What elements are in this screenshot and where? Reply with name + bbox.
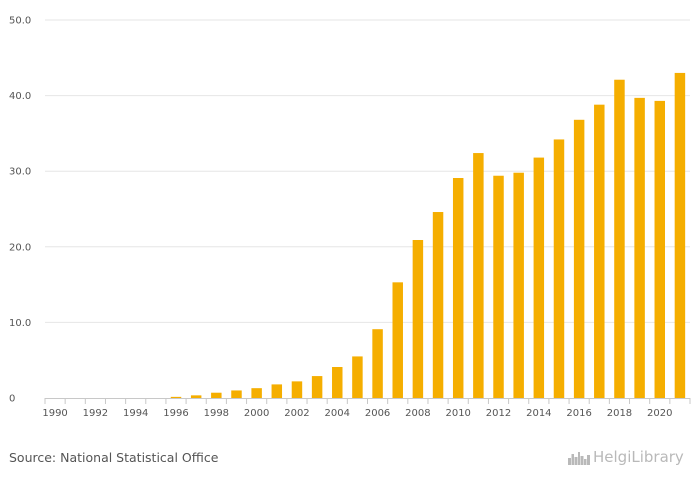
x-tick-label: 1996: [163, 408, 188, 419]
bar-2017[interactable]: [594, 104, 605, 398]
y-tick-label: 40.0: [9, 91, 31, 102]
y-tick-label: 50.0: [9, 16, 31, 27]
x-tick-label: 1998: [204, 408, 229, 419]
bar-2014[interactable]: [533, 157, 545, 398]
x-tick-label: 1994: [123, 408, 148, 419]
bar-1999[interactable]: [231, 390, 242, 398]
x-tick-label: 1992: [83, 408, 108, 419]
bar-2012[interactable]: [493, 175, 504, 398]
y-tick-label: 20.0: [9, 242, 31, 253]
y-tick-label: 30.0: [9, 167, 31, 178]
bar-2005[interactable]: [352, 356, 363, 398]
x-tick-label: 2020: [647, 408, 672, 419]
x-tick-label: 2014: [526, 408, 551, 419]
source-note: Source: National Statistical Office: [9, 450, 219, 465]
bar-2021[interactable]: [674, 72, 686, 399]
y-axis-labels: 0 10.0 20.0 30.0 40.0 50.0: [9, 16, 31, 405]
bar-2016[interactable]: [573, 119, 585, 399]
bar-2020[interactable]: [654, 100, 666, 398]
x-tick-label: 2010: [445, 408, 470, 419]
bar-1996[interactable]: [170, 396, 182, 398]
grid-lines: [45, 19, 690, 323]
x-tick-label: 2002: [284, 408, 309, 419]
bar-2015[interactable]: [553, 139, 565, 398]
x-tick-label: 2018: [607, 408, 632, 419]
bar-2009[interactable]: [432, 212, 444, 398]
x-tick-label: 2016: [566, 408, 591, 419]
bars: [170, 72, 686, 399]
bar-2013[interactable]: [513, 172, 524, 398]
x-tick-label: 2000: [244, 408, 269, 419]
bar-2000[interactable]: [251, 388, 262, 398]
x-axis-labels: 1990 1992 1994 1996 1998 2000 2002 2004 2006 2008…: [42, 408, 672, 419]
y-tick-label: 10.0: [9, 318, 31, 329]
x-tick-label: 1990: [42, 408, 67, 419]
bar-2019[interactable]: [634, 97, 645, 399]
bar-2008[interactable]: [412, 239, 424, 398]
bar-2010[interactable]: [452, 178, 464, 398]
x-axis: [44, 398, 691, 404]
bar-2002[interactable]: [291, 381, 303, 398]
bar-1997[interactable]: [190, 395, 202, 398]
x-tick-label: 2008: [405, 408, 430, 419]
logo-text: HelgiLibrary: [593, 448, 684, 466]
bar-2011[interactable]: [473, 153, 484, 398]
bar-1998[interactable]: [211, 392, 222, 398]
bar-2018[interactable]: [614, 79, 625, 398]
bar-2001[interactable]: [271, 384, 283, 398]
helgilibrary-logo[interactable]: HelgiLibrary: [568, 448, 684, 466]
bar-2007[interactable]: [392, 282, 403, 398]
x-tick-label: 2004: [325, 408, 350, 419]
city-skyline-icon: [568, 452, 590, 465]
bar-2004[interactable]: [332, 367, 343, 398]
x-tick-label: 2006: [365, 408, 390, 419]
bar-2003[interactable]: [311, 376, 323, 398]
y-tick-label: 0: [9, 394, 15, 405]
x-tick-label: 2012: [486, 408, 511, 419]
bar-2006[interactable]: [372, 329, 383, 398]
